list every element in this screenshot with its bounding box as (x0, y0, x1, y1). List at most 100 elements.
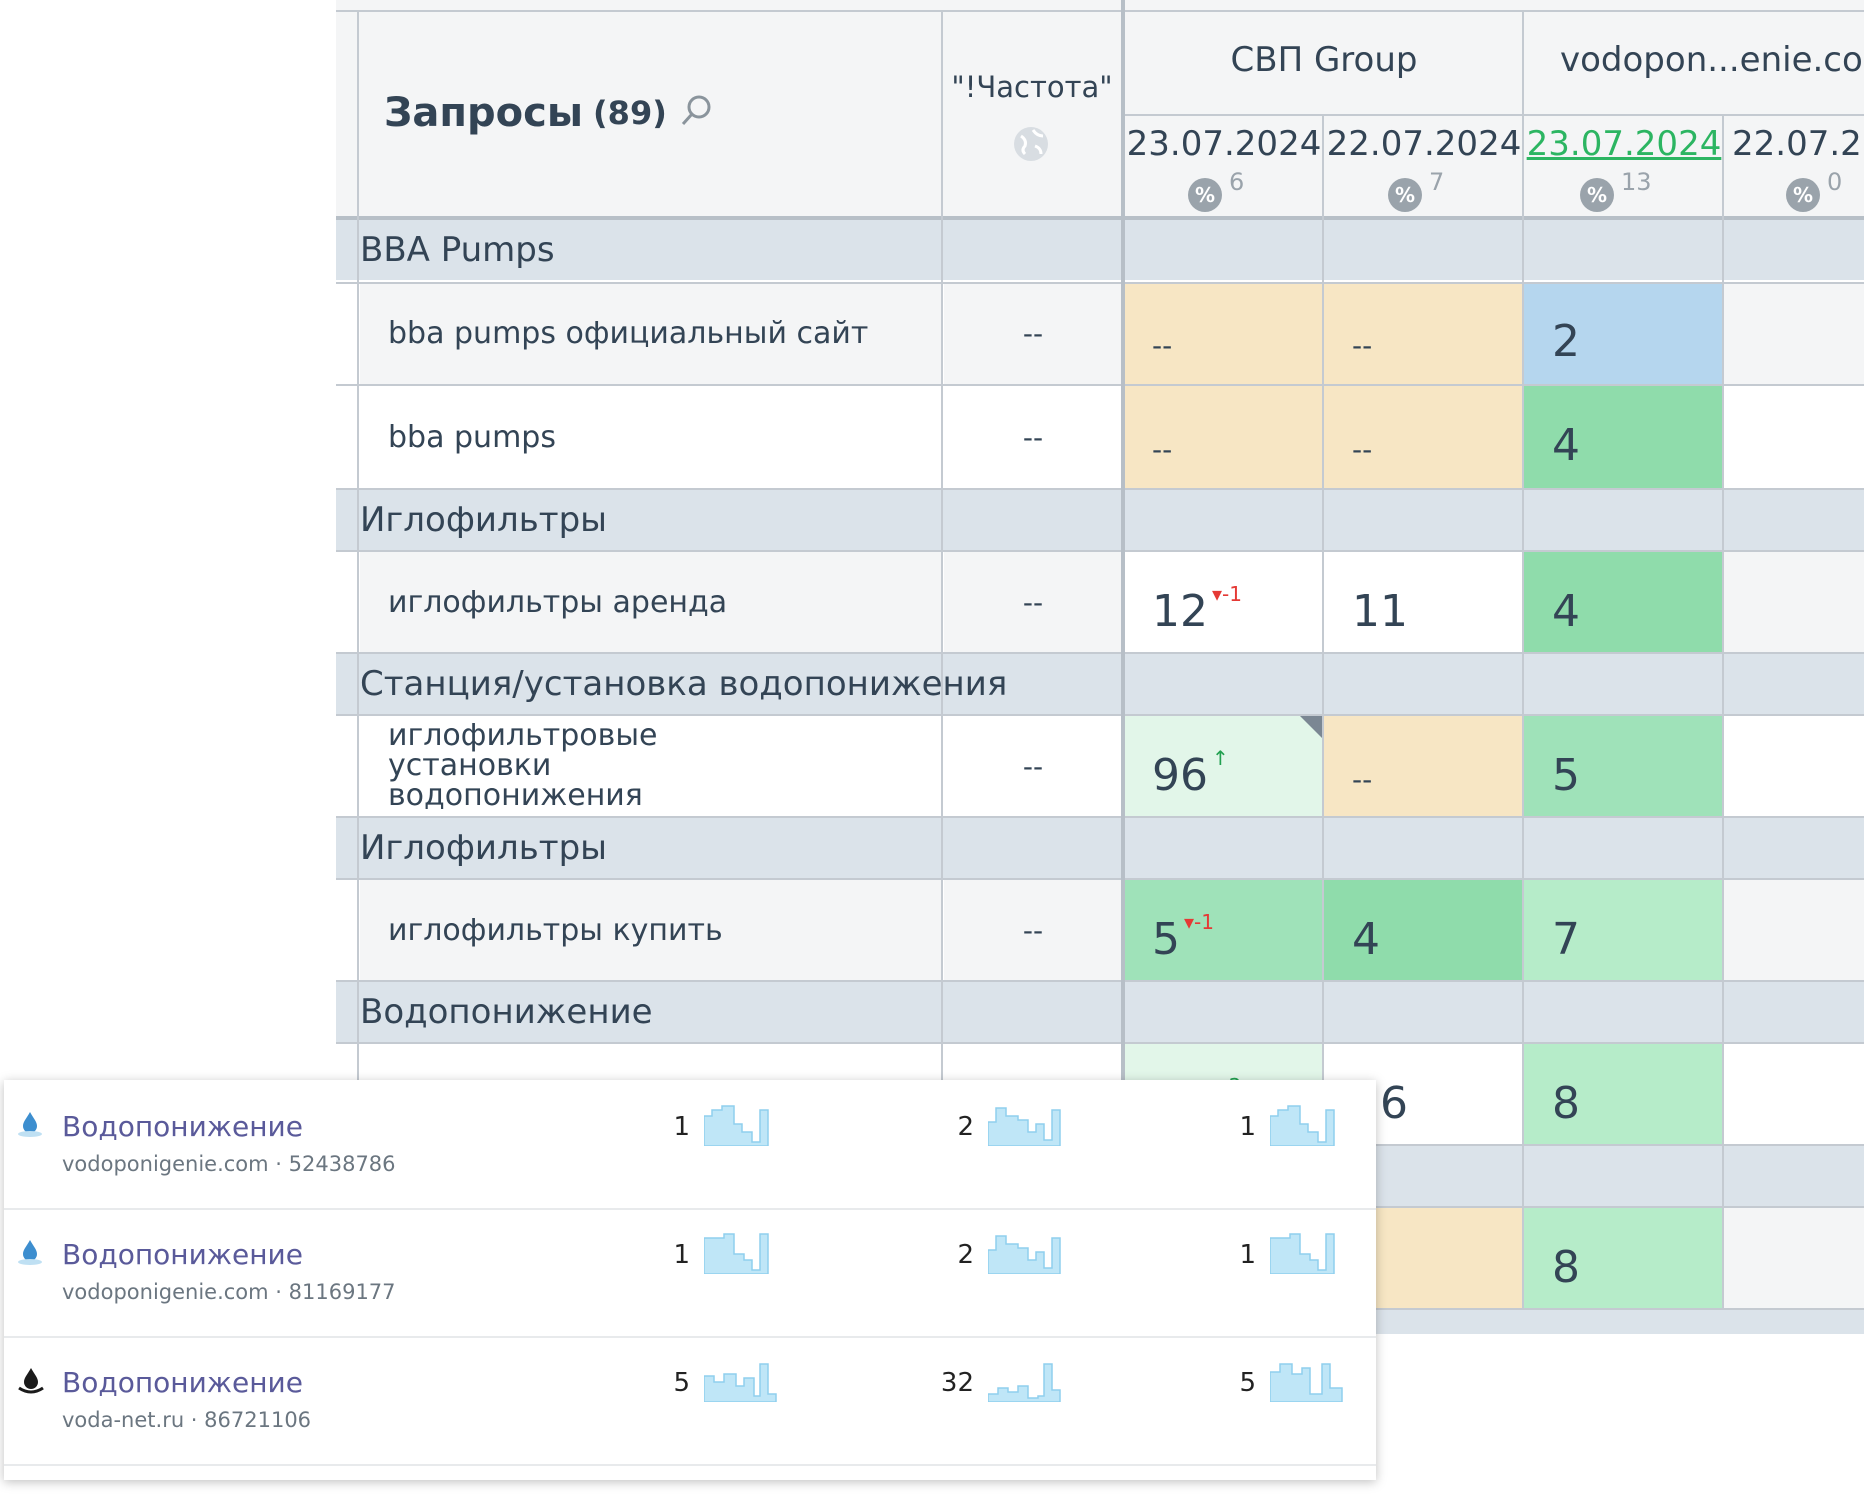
percent-icon[interactable]: % (1188, 178, 1222, 212)
position-cell[interactable] (1724, 552, 1864, 652)
divider (336, 216, 1864, 220)
divider (336, 980, 1864, 982)
group-row: Водопонижение (336, 982, 1864, 1042)
sparkline (988, 1107, 1061, 1146)
globe-icon (1013, 126, 1049, 166)
water-drop-icon (16, 1238, 44, 1270)
count-value: 1 (673, 1240, 690, 1270)
divider (336, 488, 1864, 490)
query-cell[interactable]: bba pumps официальный сайт (360, 282, 942, 384)
percent-icon[interactable]: % (1786, 178, 1820, 212)
water-drop-icon (16, 1110, 44, 1142)
divider (1722, 114, 1724, 1310)
query-cell[interactable]: bba pumps (360, 386, 942, 488)
count-value: 1 (673, 1112, 690, 1142)
divider (336, 550, 1864, 552)
percent-count-2: 7 (1429, 168, 1445, 196)
percent-icon[interactable]: % (1388, 178, 1422, 212)
position-cell[interactable] (1724, 282, 1864, 384)
queries-count: (89) (593, 94, 667, 132)
position-cell[interactable] (1724, 880, 1864, 980)
date-col-3[interactable]: 23.07.2024 (1526, 124, 1722, 164)
sparkline (1270, 1105, 1335, 1146)
sparkline (1270, 1233, 1335, 1274)
count-value: 2 (957, 1112, 974, 1142)
position-cell[interactable]: 8 (1524, 1208, 1722, 1308)
position-cell[interactable]: 8 (1524, 1044, 1722, 1144)
position-cell[interactable] (1724, 1044, 1864, 1144)
frequency-cell: -- (944, 716, 1122, 816)
date-col-2[interactable]: 22.07.2024 (1326, 124, 1522, 164)
sparkline (704, 1105, 769, 1146)
position-value: 12 (1152, 586, 1208, 637)
divider (336, 384, 1864, 386)
item-title[interactable]: Водопонижение (62, 1110, 303, 1143)
position-cell[interactable] (1724, 716, 1864, 816)
divider (336, 282, 1864, 284)
delta-value: -1 (1194, 910, 1214, 934)
item-subtitle: vodoponigenie.com · 81169177 (62, 1280, 396, 1304)
percent-count-3: 13 (1621, 168, 1652, 196)
search-icon[interactable] (679, 94, 713, 132)
percent-icon[interactable]: % (1580, 178, 1614, 212)
list-item[interactable]: Водопонижение vodoponigenie.com · 811691… (4, 1208, 1376, 1338)
position-cell[interactable]: -- (1124, 282, 1322, 384)
divider (1522, 10, 1524, 1310)
position-cell[interactable]: 11 (1324, 552, 1522, 652)
divider (1124, 114, 1864, 116)
position-cell[interactable]: 4 (1324, 880, 1522, 980)
position-cell[interactable]: 7 (1524, 880, 1722, 980)
sparkline (704, 1233, 769, 1274)
site-header-vodoponenie[interactable]: vodopon...enie.com (1560, 40, 1864, 80)
corner-marker-icon (1300, 716, 1322, 738)
sparkline (704, 1363, 777, 1402)
percent-count-1: 6 (1229, 168, 1245, 196)
list-item[interactable]: Водопонижение vodoponigenie.com · 524387… (4, 1080, 1376, 1210)
frequency-header[interactable]: "!Частота" (951, 70, 1113, 104)
divider (336, 816, 1864, 818)
position-cell[interactable]: -- (1124, 386, 1322, 488)
position-cell[interactable]: -- (1324, 386, 1522, 488)
position-value: 5 (1152, 914, 1180, 965)
count-value: 1 (1239, 1112, 1256, 1142)
delta-down: ▾-1 (1184, 910, 1214, 934)
group-row: Иглофильтры (336, 818, 1864, 878)
query-cell[interactable]: иглофильтровые установки водопонижения (360, 716, 942, 816)
group-row: Станция/установка водопонижения (336, 654, 1864, 714)
position-cell[interactable]: -- (1324, 282, 1522, 384)
frequency-cell: -- (944, 386, 1122, 488)
position-cell[interactable]: 12 ▾-1 (1124, 552, 1322, 652)
date-col-4[interactable]: 22.07.20 (1732, 124, 1864, 164)
position-cell[interactable]: 4 (1524, 386, 1722, 488)
position-value: 96 (1152, 750, 1208, 801)
position-cell[interactable]: -- (1324, 716, 1522, 816)
queries-header[interactable]: Запросы (89) (384, 88, 713, 138)
count-value: 2 (957, 1240, 974, 1270)
item-subtitle: vodoponigenie.com · 52438786 (62, 1152, 396, 1176)
delta-value: -1 (1222, 582, 1242, 606)
sparkline (988, 1235, 1061, 1274)
sparkline (988, 1363, 1061, 1402)
sparkline (1270, 1363, 1343, 1402)
frequency-cell: -- (944, 552, 1122, 652)
position-cell[interactable]: 5 (1524, 716, 1722, 816)
query-cell[interactable]: иглофильтры купить (360, 880, 942, 980)
position-cell[interactable] (1724, 386, 1864, 488)
date-col-1[interactable]: 23.07.2024 (1126, 124, 1322, 164)
position-cell[interactable]: 4 (1524, 552, 1722, 652)
delta-up: ↑ (1212, 746, 1229, 770)
item-title[interactable]: Водопонижение (62, 1366, 303, 1399)
divider (336, 10, 1864, 12)
position-cell[interactable] (1724, 1208, 1864, 1308)
position-cell[interactable]: 96 ↑ (1124, 716, 1322, 816)
percent-count-4: 0 (1827, 168, 1843, 196)
position-cell[interactable]: 2 (1524, 282, 1722, 384)
item-title[interactable]: Водопонижение (62, 1238, 303, 1271)
position-cell[interactable]: 5 ▾-1 (1124, 880, 1322, 980)
divider (336, 714, 1864, 716)
site-header-svp[interactable]: СВП Group (1230, 40, 1418, 80)
divider (1121, 0, 1125, 1310)
query-cell[interactable]: иглофильтры аренда (360, 552, 942, 652)
list-item[interactable]: Водопонижение voda-net.ru · 86721106 5 3… (4, 1336, 1376, 1466)
group-row: BBA Pumps (336, 220, 1864, 280)
